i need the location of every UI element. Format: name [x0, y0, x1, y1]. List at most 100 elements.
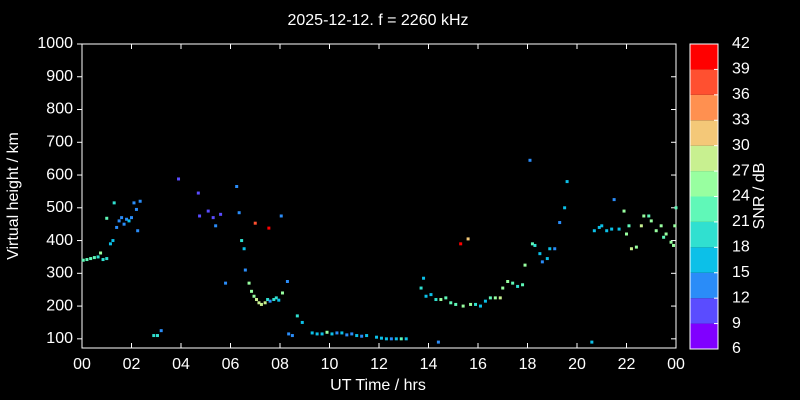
colorbar-band	[690, 145, 718, 172]
data-point	[134, 207, 138, 211]
data-point	[130, 216, 133, 220]
data-point	[523, 263, 527, 267]
y-tick-label: 700	[46, 133, 73, 150]
data-point	[274, 296, 278, 300]
data-point	[252, 294, 256, 298]
y-tick-label: 500	[46, 199, 73, 216]
y-tick-label: 900	[46, 68, 73, 85]
data-point	[612, 198, 616, 202]
data-point	[597, 225, 601, 229]
data-point	[501, 286, 505, 290]
data-point	[478, 304, 482, 308]
data-point	[488, 296, 492, 300]
data-point	[295, 314, 299, 318]
data-point	[350, 332, 354, 336]
data-point	[528, 158, 532, 162]
colorbar-band	[690, 323, 718, 349]
data-point	[672, 243, 676, 247]
x-tick-label: 08	[271, 356, 289, 373]
data-point	[155, 334, 159, 338]
data-point	[268, 299, 272, 303]
x-tick-label: 06	[222, 356, 240, 373]
data-point	[211, 216, 215, 220]
x-tick-label: 12	[370, 356, 388, 373]
data-point	[424, 294, 428, 298]
colorbar-band	[690, 171, 718, 197]
data-point	[99, 251, 103, 255]
data-point	[250, 289, 254, 293]
data-point	[115, 225, 119, 229]
y-axis-label: Virtual height / km	[5, 132, 22, 260]
x-tick-label: 16	[469, 356, 487, 373]
data-point	[266, 298, 270, 302]
data-point	[214, 224, 218, 228]
data-point	[122, 222, 126, 226]
colorbar-tick-label: 27	[732, 162, 750, 179]
colorbar-tick-label: 12	[732, 289, 750, 306]
data-point	[436, 340, 440, 344]
data-point	[634, 245, 638, 249]
data-point	[461, 304, 465, 308]
data-point	[459, 242, 463, 246]
data-point	[629, 247, 633, 251]
data-point	[565, 180, 569, 184]
data-point	[466, 237, 470, 241]
data-point	[272, 298, 276, 302]
data-point	[439, 298, 443, 302]
data-point	[419, 286, 423, 290]
data-point	[152, 334, 156, 338]
colorbar-band	[690, 196, 718, 222]
data-point	[639, 224, 643, 228]
y-tick-label: 300	[46, 265, 73, 282]
data-point	[434, 298, 438, 302]
colorbar-label: SNR / dB	[751, 163, 768, 230]
colorbar-band	[690, 94, 718, 121]
data-point	[664, 232, 668, 236]
data-point	[257, 301, 261, 305]
data-point	[267, 226, 271, 230]
y-tick-label: 100	[46, 330, 73, 347]
data-point	[263, 301, 267, 305]
colorbar-band	[690, 298, 718, 324]
data-point	[138, 199, 142, 203]
colorbar-tick-label: 30	[732, 137, 750, 154]
data-point	[243, 268, 247, 272]
data-point	[673, 224, 677, 228]
data-point	[622, 209, 626, 213]
data-point	[132, 201, 136, 205]
data-point	[196, 191, 200, 195]
colorbar-tick-label: 9	[732, 315, 741, 332]
x-tick-label: 02	[123, 356, 141, 373]
colorbar-tick-label: 15	[732, 264, 750, 281]
data-point	[335, 331, 339, 335]
data-point	[399, 337, 403, 341]
data-point	[112, 201, 116, 205]
colorbar-tick-label: 39	[732, 61, 750, 78]
x-tick-label: 18	[519, 356, 537, 373]
data-point	[279, 214, 283, 218]
data-point	[254, 298, 258, 302]
data-point	[125, 217, 129, 221]
data-point	[111, 239, 115, 243]
data-point	[253, 221, 257, 225]
data-point	[404, 337, 408, 341]
data-point	[224, 281, 228, 285]
data-point	[590, 340, 594, 344]
data-point	[444, 296, 448, 300]
y-tick-label: 800	[46, 101, 73, 118]
data-point	[177, 177, 181, 181]
data-point	[285, 280, 289, 283]
y-tick-label: 200	[46, 297, 73, 314]
data-point	[649, 219, 653, 223]
y-tick-label: 600	[46, 166, 73, 183]
data-point	[422, 276, 426, 280]
x-axis-label: UT Time / hrs	[330, 377, 426, 394]
data-point	[493, 296, 497, 300]
data-point	[469, 302, 473, 306]
data-point	[259, 302, 263, 306]
data-point	[617, 227, 621, 231]
colorbar-tick-label: 6	[732, 340, 741, 357]
colorbar-tick-label: 24	[732, 188, 750, 205]
data-point	[610, 227, 614, 231]
data-point	[310, 331, 314, 335]
